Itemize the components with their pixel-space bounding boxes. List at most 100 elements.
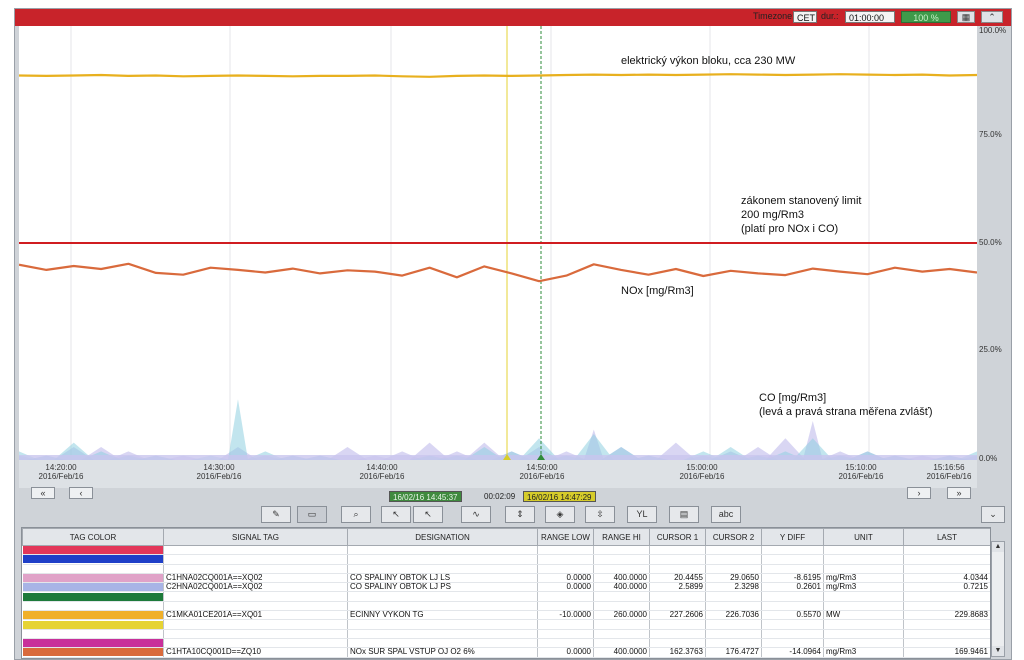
chevron-down-icon[interactable]: ⌄ (981, 506, 1005, 523)
cell-last (903, 638, 990, 649)
cursor1-time[interactable]: 16/02/16 14:45:37 (389, 491, 462, 502)
table-row[interactable] (22, 554, 990, 565)
annotation-power: elektrický výkon bloku, cca 230 MW (621, 55, 796, 67)
forward-fast-button[interactable]: » (947, 487, 971, 499)
col-last[interactable]: LAST (903, 528, 990, 546)
timezone-field[interactable]: CET (793, 11, 817, 23)
trend-plot-area[interactable] (19, 26, 977, 460)
cell-designation (347, 638, 538, 649)
scroll-down-icon[interactable]: ▼ (992, 646, 1004, 656)
cell-last: 169.9461 (903, 647, 990, 658)
cell-hi (593, 629, 650, 639)
tag-color-cell[interactable] (22, 601, 164, 612)
col-unit[interactable]: UNIT (823, 528, 904, 546)
cell-c2: 2.3298 (705, 582, 762, 593)
tag-color-cell[interactable] (22, 629, 164, 639)
chart-icon[interactable]: ▤ (669, 506, 699, 523)
cell-c2: 176.4727 (705, 647, 762, 658)
y-tick-0: 0.0% (979, 454, 998, 463)
tag-color-cell[interactable] (22, 638, 164, 649)
tag-color-swatch (22, 546, 163, 554)
col-range-low[interactable]: RANGE LOW (537, 528, 594, 546)
edit-icon[interactable]: ✎ (261, 506, 291, 523)
tag-color-cell[interactable] (22, 564, 164, 574)
cell-hi: 400.0000 (593, 582, 650, 593)
cursor2-icon[interactable]: ↖ (413, 506, 443, 523)
cell-designation (347, 591, 538, 602)
cursor2-time[interactable]: 16/02/16 14:47:29 (523, 491, 596, 502)
tag-color-cell[interactable] (22, 591, 164, 602)
collapse-icon[interactable]: ⌃ (981, 11, 1003, 23)
cursor1-icon[interactable]: ↖ (381, 506, 411, 523)
cursor1-marker (503, 454, 511, 460)
table-row[interactable] (22, 591, 990, 602)
table-row[interactable]: C1HNA02CQ001A==XQ02 CO SPALINY OBTOK LJ L… (22, 573, 990, 584)
col-range-hi[interactable]: RANGE HI (593, 528, 650, 546)
cell-unit (823, 638, 904, 649)
col-cursor1[interactable]: CURSOR 1 (649, 528, 706, 546)
co-left-area (519, 438, 560, 460)
col-y-diff[interactable]: Y DIFF (761, 528, 824, 546)
cell-designation: CO SPALINY OBTOK LJ PS (347, 582, 538, 593)
cell-low (537, 601, 594, 612)
table-row[interactable] (22, 545, 990, 556)
cell-unit (823, 554, 904, 565)
table-row[interactable]: C1MKA01CE201A==XQ01 EČINNÝ VÝKON TG -10.00… (22, 610, 990, 621)
tag-color-cell[interactable] (22, 573, 164, 584)
col-tag-color[interactable]: TAG COLOR (22, 528, 164, 546)
cell-c1 (649, 629, 706, 639)
table-row[interactable] (22, 619, 990, 630)
rewind-fast-button[interactable]: « (31, 487, 55, 499)
table-row[interactable] (22, 564, 990, 574)
cell-unit (823, 601, 904, 612)
grid-icon[interactable]: ▦ (957, 11, 975, 23)
cell-low (537, 564, 594, 574)
cell-tag (163, 638, 348, 649)
cell-low (537, 554, 594, 565)
expand-icon[interactable]: ⇳ (585, 506, 615, 523)
table-row[interactable] (22, 601, 990, 612)
screen-icon[interactable]: ▭ (297, 506, 327, 523)
cell-hi (593, 601, 650, 612)
trend-window: Timezone: CET dur.: 01:00:00 100 % ▦ ⌃ 1… (14, 8, 1012, 660)
cell-low: 0.0000 (537, 573, 594, 584)
col-signal-tag[interactable]: SIGNAL TAG (163, 528, 348, 546)
cell-ydiff (761, 601, 824, 612)
col-designation[interactable]: DESIGNATION (347, 528, 538, 546)
tag-color-cell[interactable] (22, 610, 164, 621)
labels-button[interactable]: abc (711, 506, 741, 523)
compress-icon[interactable]: ⇕ (505, 506, 535, 523)
tag-color-swatch (22, 574, 163, 582)
zoom-icon[interactable]: ⌕ (341, 506, 371, 523)
tag-color-cell[interactable] (22, 647, 164, 658)
cell-last: 229.8683 (903, 610, 990, 621)
cell-designation (347, 564, 538, 574)
table-row[interactable] (22, 638, 990, 649)
x-tick-time: 14:50:00 (526, 463, 558, 472)
tag-color-cell[interactable] (22, 554, 164, 565)
table-row[interactable]: C1HTA10CQ001D==ZQ10 NOx SUR SPAL VSTUP OJ… (22, 647, 990, 658)
table-row[interactable] (22, 629, 990, 639)
cell-unit (823, 629, 904, 639)
wave-icon[interactable]: ∿ (461, 506, 491, 523)
col-cursor2[interactable]: CURSOR 2 (705, 528, 762, 546)
cell-hi (593, 638, 650, 649)
table-scrollbar[interactable]: ▲ ▼ (991, 541, 1005, 657)
tag-color-cell[interactable] (22, 619, 164, 630)
table-row[interactable]: C2HNA02CQ001A==XQ02 CO SPALINY OBTOK LJ P… (22, 582, 990, 593)
top-bar: Timezone: CET dur.: 01:00:00 100 % ▦ ⌃ (15, 9, 1011, 26)
x-tick-date: 2016/Feb/16 (838, 472, 884, 481)
y-limits-button[interactable]: YL (627, 506, 657, 523)
tag-color-cell[interactable] (22, 545, 164, 556)
tag-color-cell[interactable] (22, 582, 164, 593)
cell-designation: EČINNÝ VÝKON TG (347, 610, 538, 621)
cell-tag (163, 629, 348, 639)
cell-ydiff (761, 564, 824, 574)
center-icon[interactable]: ◈ (545, 506, 575, 523)
forward-button[interactable]: › (907, 487, 931, 499)
rewind-button[interactable]: ‹ (69, 487, 93, 499)
scroll-up-icon[interactable]: ▲ (992, 542, 1004, 552)
duration-select[interactable]: 01:00:00 (845, 11, 895, 23)
cell-c1: 2.5899 (649, 582, 706, 593)
cell-tag (163, 545, 348, 556)
